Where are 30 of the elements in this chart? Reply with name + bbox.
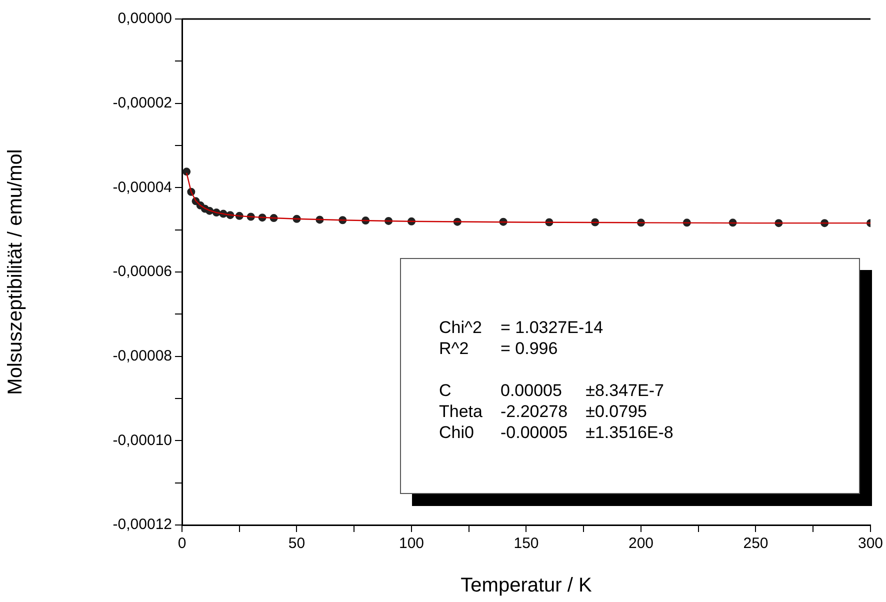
annotation: C <box>439 380 452 401</box>
x-tick-label: 300 <box>858 535 883 552</box>
x-tick-label: 200 <box>628 535 654 552</box>
annotation: Chi^2 <box>439 317 483 338</box>
annotation: ±8.347E-7 <box>586 380 665 401</box>
x-tick-label: 100 <box>398 535 424 552</box>
y-axis-title: Molsuszeptibilität / emu/mol <box>4 149 27 395</box>
y-tick-label: -0,00010 <box>112 432 172 449</box>
point <box>182 168 191 176</box>
y-tick-label: -0,00012 <box>112 516 172 534</box>
y-tick-label: -0,00002 <box>112 94 172 112</box>
y-tick-label: 0,00000 <box>118 10 172 28</box>
annotation: = 0.996 <box>500 338 559 359</box>
annotation: ±1.3516E-8 <box>586 422 674 443</box>
annotation: R^2 <box>439 338 470 359</box>
annotation: -0.00005 <box>500 422 569 443</box>
x-tick-label: 250 <box>743 535 768 552</box>
annotation: -2.20278 <box>500 401 569 422</box>
annotation: ±0.0795 <box>586 401 648 422</box>
y-tick-label: -0,00006 <box>112 263 172 280</box>
x-axis-title: Temperatur / K <box>460 574 592 597</box>
x-tick-label: 50 <box>288 535 306 552</box>
annotation: = 1.0327E-14 <box>500 317 604 338</box>
x-tick-label: 0 <box>178 535 186 552</box>
annotation: 0.00005 <box>500 380 563 401</box>
y-tick-label: -0,00008 <box>112 347 172 364</box>
annotation: Theta <box>439 401 484 422</box>
x-tick-label: 150 <box>514 535 539 552</box>
y-tick-label: -0,00004 <box>112 178 172 196</box>
annotation: Chi0 <box>439 422 475 443</box>
